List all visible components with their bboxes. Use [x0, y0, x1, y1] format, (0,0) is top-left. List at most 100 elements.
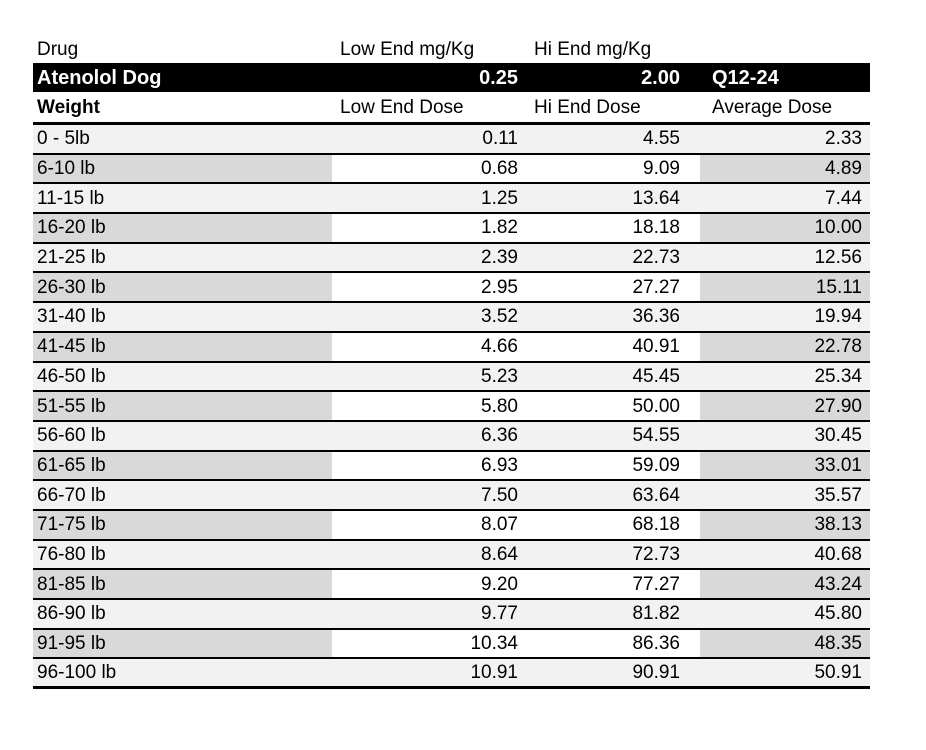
average-dose-cell: 38.13 — [700, 510, 870, 539]
drug-name: Atenolol Dog — [37, 66, 162, 89]
dose-header-row: Weight Low End Dose Hi End Dose Average … — [33, 92, 870, 125]
table-row: 61-65 lb 6.93 59.09 33.01 — [33, 451, 870, 482]
average-dose-cell: 33.01 — [700, 451, 870, 480]
hi-end-dose-cell: 13.64 — [530, 184, 700, 213]
table-row: 81-85 lb 9.20 77.27 43.24 — [33, 570, 870, 600]
weight-cell: 0 - 5lb — [33, 125, 332, 153]
weight-cell: 56-60 lb — [33, 421, 332, 450]
low-end-mgkg-column-header: Low End mg/Kg — [340, 38, 475, 60]
hi-end-dose-cell: 54.55 — [530, 421, 700, 450]
hi-end-dose-cell: 63.64 — [530, 481, 700, 509]
drug-hi-end-mgkg-value: 2.00 — [641, 66, 680, 89]
low-end-dose-cell: 2.39 — [332, 243, 530, 272]
average-dose-cell: 43.24 — [700, 570, 870, 598]
average-dose-cell: 27.90 — [700, 392, 870, 420]
low-end-dose-cell: 0.68 — [332, 154, 530, 183]
weight-cell: 16-20 lb — [33, 214, 332, 242]
low-end-dose-cell: 7.50 — [332, 481, 530, 509]
table-row: 56-60 lb 6.36 54.55 30.45 — [33, 421, 870, 452]
average-dose-cell: 12.56 — [700, 243, 870, 272]
average-dose-cell: 7.44 — [700, 184, 870, 213]
hi-end-dose-cell: 9.09 — [530, 154, 700, 183]
weight-cell: 96-100 lb — [33, 659, 332, 687]
average-dose-cell: 10.00 — [700, 214, 870, 242]
hi-end-dose-cell: 90.91 — [530, 659, 700, 687]
low-end-dose-cell: 6.93 — [332, 451, 530, 480]
hi-end-dose-cell: 45.45 — [530, 362, 700, 391]
weight-cell: 71-75 lb — [33, 510, 332, 539]
average-dose-cell: 48.35 — [700, 629, 870, 658]
low-end-dose-cell: 5.23 — [332, 362, 530, 391]
low-end-dose-column-header: Low End Dose — [340, 96, 464, 118]
table-row: 31-40 lb 3.52 36.36 19.94 — [33, 303, 870, 333]
table-row: 71-75 lb 8.07 68.18 38.13 — [33, 510, 870, 541]
table-row: 91-95 lb 10.34 86.36 48.35 — [33, 629, 870, 660]
weight-cell: 41-45 lb — [33, 332, 332, 361]
weight-cell: 11-15 lb — [33, 184, 332, 213]
weight-cell: 61-65 lb — [33, 451, 332, 480]
low-end-dose-cell: 1.25 — [332, 184, 530, 213]
average-dose-cell: 30.45 — [700, 421, 870, 450]
drug-bar-row: Atenolol Dog 0.25 2.00 Q12-24 — [33, 63, 870, 92]
hi-end-mgkg-column-header: Hi End mg/Kg — [534, 38, 652, 60]
low-end-dose-cell: 1.82 — [332, 214, 530, 242]
hi-end-dose-cell: 40.91 — [530, 332, 700, 361]
average-dose-cell: 4.89 — [700, 154, 870, 183]
table-row: 66-70 lb 7.50 63.64 35.57 — [33, 481, 870, 511]
weight-cell: 31-40 lb — [33, 303, 332, 331]
table-row: 41-45 lb 4.66 40.91 22.78 — [33, 332, 870, 363]
weight-cell: 51-55 lb — [33, 392, 332, 420]
table-row: 96-100 lb 10.91 90.91 50.91 — [33, 659, 870, 690]
low-end-dose-cell: 2.95 — [332, 273, 530, 302]
empty-header-cell — [700, 35, 870, 63]
table-row: 6-10 lb 0.68 9.09 4.89 — [33, 154, 870, 185]
table-row: 86-90 lb 9.77 81.82 45.80 — [33, 600, 870, 630]
average-dose-cell: 22.78 — [700, 332, 870, 361]
table-row: 0 - 5lb 0.11 4.55 2.33 — [33, 125, 870, 155]
weight-cell: 86-90 lb — [33, 600, 332, 628]
dosing-table: Drug Low End mg/Kg Hi End mg/Kg Atenolol… — [33, 35, 870, 690]
average-dose-cell: 35.57 — [700, 481, 870, 509]
table-row: 11-15 lb 1.25 13.64 7.44 — [33, 184, 870, 215]
hi-end-dose-cell: 18.18 — [530, 214, 700, 242]
table-row: 76-80 lb 8.64 72.73 40.68 — [33, 540, 870, 571]
weight-cell: 6-10 lb — [33, 154, 332, 183]
hi-end-dose-cell: 22.73 — [530, 243, 700, 272]
hi-end-dose-cell: 59.09 — [530, 451, 700, 480]
average-dose-cell: 15.11 — [700, 273, 870, 302]
drug-header-row: Drug Low End mg/Kg Hi End mg/Kg — [33, 35, 870, 63]
hi-end-dose-cell: 68.18 — [530, 510, 700, 539]
hi-end-dose-cell: 4.55 — [530, 125, 700, 153]
weight-cell: 26-30 lb — [33, 273, 332, 302]
table-row: 26-30 lb 2.95 27.27 15.11 — [33, 273, 870, 304]
hi-end-dose-cell: 86.36 — [530, 629, 700, 658]
weight-cell: 91-95 lb — [33, 629, 332, 658]
weight-cell: 21-25 lb — [33, 243, 332, 272]
average-dose-cell: 25.34 — [700, 362, 870, 391]
table-row: 51-55 lb 5.80 50.00 27.90 — [33, 392, 870, 422]
dose-frequency: Q12-24 — [712, 66, 779, 89]
average-dose-cell: 50.91 — [700, 659, 870, 687]
low-end-dose-cell: 3.52 — [332, 303, 530, 331]
low-end-dose-cell: 4.66 — [332, 332, 530, 361]
table-row: 21-25 lb 2.39 22.73 12.56 — [33, 243, 870, 274]
hi-end-dose-cell: 72.73 — [530, 540, 700, 569]
drug-column-header: Drug — [37, 38, 79, 60]
low-end-dose-cell: 0.11 — [332, 125, 530, 153]
hi-end-dose-cell: 81.82 — [530, 600, 700, 628]
weight-cell: 76-80 lb — [33, 540, 332, 569]
hi-end-dose-cell: 50.00 — [530, 392, 700, 420]
dose-table-body: 0 - 5lb 0.11 4.55 2.33 6-10 lb 0.68 9.09 4.89 11… — [33, 125, 870, 690]
weight-cell: 46-50 lb — [33, 362, 332, 391]
low-end-dose-cell: 5.80 — [332, 392, 530, 420]
table-row: 16-20 lb 1.82 18.18 10.00 — [33, 214, 870, 244]
hi-end-dose-cell: 36.36 — [530, 303, 700, 331]
weight-column-header: Weight — [37, 96, 100, 118]
average-dose-cell: 2.33 — [700, 125, 870, 153]
low-end-dose-cell: 6.36 — [332, 421, 530, 450]
average-dose-cell: 40.68 — [700, 540, 870, 569]
average-dose-column-header: Average Dose — [712, 96, 833, 118]
low-end-dose-cell: 10.91 — [332, 659, 530, 687]
weight-cell: 81-85 lb — [33, 570, 332, 598]
low-end-dose-cell: 8.64 — [332, 540, 530, 569]
